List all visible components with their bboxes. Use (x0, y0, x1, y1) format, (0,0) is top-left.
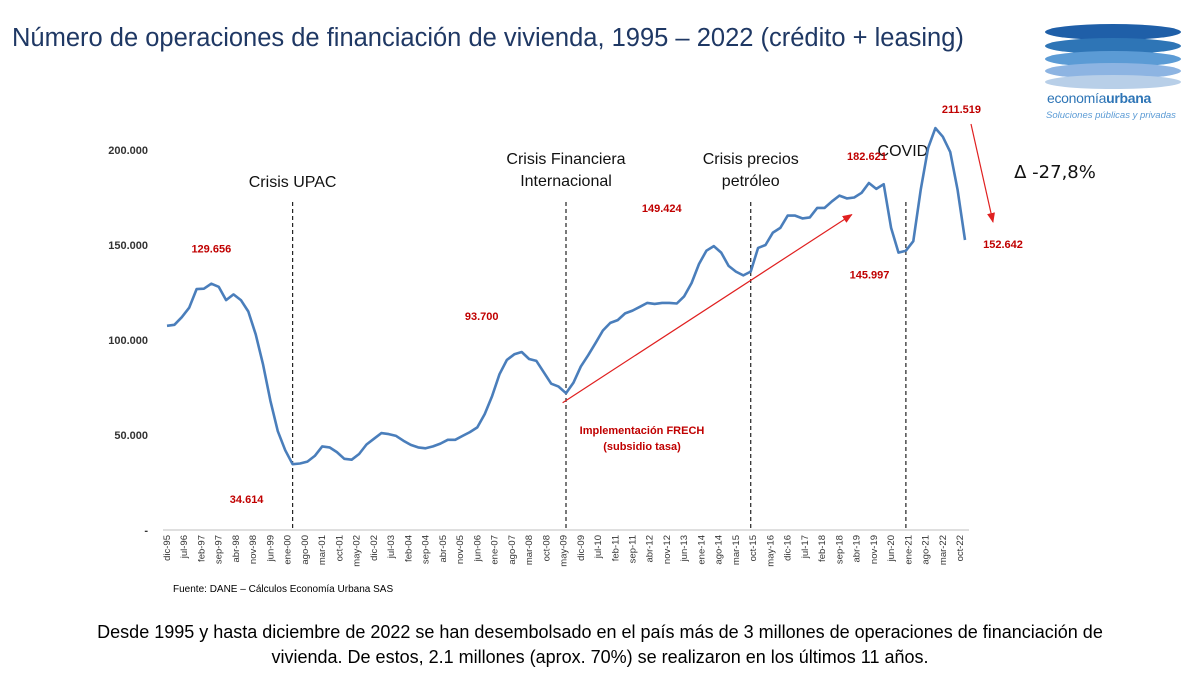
x-tick-label: may-16 (765, 535, 776, 567)
x-tick-label: dic-16 (783, 535, 794, 561)
x-tick-label: ene-07 (490, 535, 501, 565)
x-tick-label: sep-04 (421, 535, 432, 564)
x-tick-label: ene-21 (903, 535, 914, 565)
logo-icon (1045, 24, 1181, 89)
data-label: 152.642 (983, 239, 1023, 251)
data-label: 129.656 (191, 244, 231, 256)
x-tick-label: jul-10 (593, 535, 604, 559)
data-label: 34.614 (230, 494, 265, 506)
event-label: Internacional (520, 173, 612, 190)
x-tick-label: feb-11 (610, 535, 621, 561)
x-tick-label: ene-14 (696, 535, 707, 565)
x-tick-label: oct-01 (334, 535, 345, 561)
x-tick-label: mar-08 (524, 535, 535, 565)
x-tick-label: oct-22 (955, 535, 966, 561)
x-tick-label: mar-22 (938, 535, 949, 565)
x-tick-label: ago-00 (300, 535, 311, 565)
logo-tagline: Soluciones públicas y privadas (1046, 110, 1176, 121)
x-tick-label: nov-05 (455, 535, 466, 564)
x-tick-label: ago-14 (714, 535, 725, 565)
x-tick-label: ago-07 (507, 535, 518, 565)
source-note: Fuente: DANE – Cálculos Economía Urbana … (173, 584, 394, 595)
y-tick-label: 150.000 (108, 240, 148, 252)
x-tick-label: jul-17 (800, 535, 811, 559)
x-tick-label: may-02 (352, 535, 363, 567)
x-tick-label: jun-06 (472, 535, 483, 562)
logo-brand: economíaurbana (1047, 90, 1151, 106)
x-tick-label: sep-97 (214, 535, 225, 564)
x-tick-label: dic-95 (162, 535, 173, 561)
decline-arrow (970, 123, 995, 223)
x-tick-label: nov-12 (662, 535, 673, 564)
x-tick-label: nov-19 (869, 535, 880, 564)
x-tick-label: abr-12 (645, 535, 656, 562)
x-tick-label: jun-13 (679, 535, 690, 562)
y-tick-label: - (144, 525, 148, 537)
x-tick-label: ago-21 (921, 535, 932, 565)
event-label: Crisis Financiera (506, 151, 625, 168)
frech-label: (subsidio tasa) (603, 441, 681, 453)
x-tick-label: oct-15 (748, 535, 759, 561)
y-tick-label: 200.000 (108, 145, 148, 157)
x-tick-label: feb-04 (403, 535, 414, 562)
x-tick-label: jul-03 (386, 535, 397, 559)
x-tick-label: sep-11 (628, 535, 639, 563)
x-tick-label: jul-96 (179, 535, 190, 559)
x-tick-label: abr-05 (438, 535, 449, 562)
data-label: 182.621 (847, 151, 887, 163)
x-tick-label: sep-18 (834, 535, 845, 564)
x-tick-label: feb-18 (817, 535, 828, 562)
frech-label: Implementación FRECH (580, 425, 705, 437)
page-title: Número de operaciones de financiación de… (12, 24, 964, 52)
data-label: 149.424 (642, 203, 683, 215)
trend-arrow (562, 214, 853, 404)
x-tick-label: jun-20 (886, 535, 897, 562)
x-tick-label: oct-08 (541, 535, 552, 561)
x-tick-label: mar-01 (317, 535, 328, 565)
event-label: Crisis precios (703, 151, 799, 168)
y-tick-label: 100.000 (108, 335, 148, 347)
x-tick-label: feb-97 (196, 535, 207, 562)
event-label: petróleo (722, 173, 780, 190)
x-tick-label: jun-99 (265, 535, 276, 562)
footer-text: Desde 1995 y hasta diciembre de 2022 se … (0, 620, 1200, 670)
y-tick-label: 50.000 (114, 430, 148, 442)
x-tick-label: ene-00 (283, 535, 294, 565)
x-tick-label: may-09 (559, 535, 570, 567)
x-tick-label: nov-98 (248, 535, 259, 564)
data-label: 145.997 (850, 270, 890, 282)
event-label: COVID (878, 143, 929, 160)
data-label: 211.519 (942, 104, 981, 116)
event-label: Crisis UPAC (249, 174, 337, 191)
footer-line-2: vivienda. De estos, 2.1 millones (aprox.… (271, 647, 929, 667)
x-tick-label: mar-15 (731, 535, 742, 565)
data-label: 93.700 (465, 311, 499, 323)
x-tick-label: abr-19 (852, 535, 863, 562)
x-tick-label: dic-09 (576, 535, 587, 561)
x-tick-label: dic-02 (369, 535, 380, 561)
change-label: Δ -27,8% (1014, 162, 1096, 183)
x-tick-label: abr-98 (231, 535, 242, 562)
series-line (166, 126, 967, 466)
footer-line-1: Desde 1995 y hasta diciembre de 2022 se … (97, 622, 1103, 642)
